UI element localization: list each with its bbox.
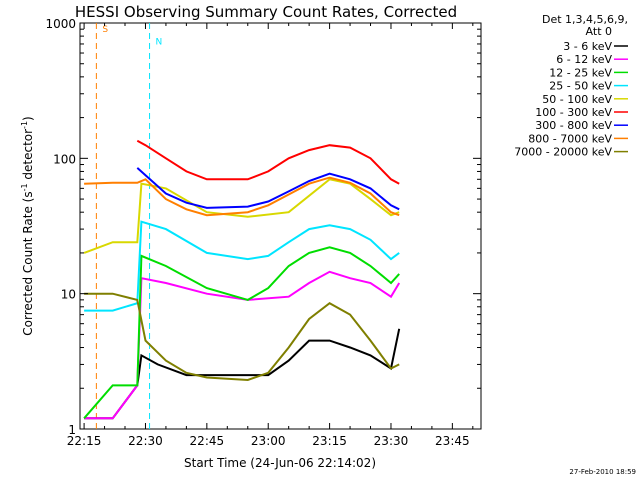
series-line — [84, 270, 401, 420]
series-line — [136, 167, 400, 211]
timestamp-stamp: 27-Feb-2010 18:59 — [569, 468, 636, 476]
flag-label: N — [156, 37, 163, 47]
plot-area: SN 22:15 22:30 22:45 23:00 23:15 23:30 23:45 1… — [45, 17, 482, 448]
y-axis-label: Corrected Count Rate (s-1 detector-1) — [20, 116, 35, 335]
legend-label: 25 - 50 keV — [549, 80, 612, 93]
y-axis-label-pre: Corrected Count Rate (s — [21, 191, 35, 335]
y-tick-label: 10 — [61, 288, 76, 302]
y-tick-label: 1000 — [45, 17, 76, 31]
plot-frame — [79, 22, 482, 430]
x-tick-label: 23:15 — [312, 434, 347, 448]
legend-label: 12 - 25 keV — [549, 66, 612, 79]
legend-header-line-2: Att 0 — [586, 25, 612, 38]
y-axis-label-sup2: -1 — [20, 121, 29, 129]
x-tick-label: 22:15 — [67, 434, 102, 448]
x-tick-label: 23:45 — [435, 434, 470, 448]
series-line — [83, 178, 400, 254]
legend-label: 300 - 800 keV — [535, 119, 612, 132]
chart-title: HESSI Observing Summary Count Rates, Cor… — [75, 3, 457, 21]
instrument-flags: SN — [95, 23, 163, 429]
x-tick-label: 23:00 — [251, 434, 286, 448]
y-axis-label-sup1: -1 — [20, 183, 29, 191]
legend-label: 50 - 100 keV — [542, 93, 612, 106]
legend-label: 7000 - 20000 keV — [514, 146, 612, 159]
y-axis-ticks: 1 10 100 1000 — [45, 17, 481, 437]
series-line — [84, 292, 400, 382]
series-line — [83, 246, 400, 419]
legend-label: 6 - 12 keV — [556, 53, 612, 66]
x-axis-label: Start Time (24-Jun-06 22:14:02) — [184, 456, 376, 470]
x-axis-ticks: 22:15 22:30 22:45 23:00 23:15 23:30 23:45 — [67, 23, 474, 448]
series-line — [84, 176, 400, 217]
y-axis-label-post: ) — [21, 116, 35, 121]
legend-label: 3 - 6 keV — [563, 40, 612, 53]
x-tick-label: 23:30 — [374, 434, 409, 448]
series-layer — [83, 139, 401, 420]
flag-label: S — [102, 25, 108, 35]
legend-label: 100 - 300 keV — [535, 106, 612, 119]
series-line — [84, 220, 400, 312]
x-tick-label: 22:30 — [128, 434, 163, 448]
series-line — [136, 139, 400, 185]
legend-label: 800 - 7000 keV — [528, 132, 612, 145]
y-axis-label-mid: detector — [21, 129, 35, 184]
y-tick-label: 1 — [68, 423, 76, 437]
x-tick-label: 22:45 — [190, 434, 225, 448]
series-line — [84, 328, 401, 420]
y-tick-label: 100 — [53, 152, 76, 166]
legend-header-line-1: Det 1,3,4,5,6,9, — [542, 13, 628, 26]
